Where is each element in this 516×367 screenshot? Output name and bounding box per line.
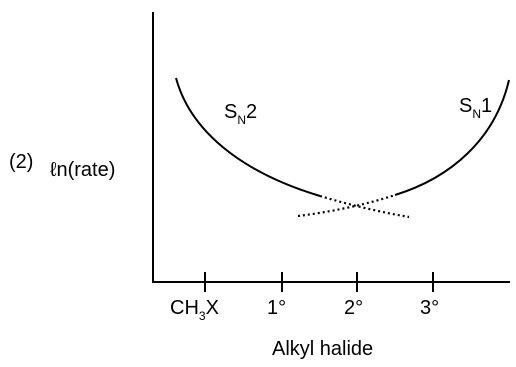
x-tick-label-ch3x: CH3X [170, 297, 219, 323]
sn2-label: SN2 [224, 101, 257, 127]
sn2-curve-solid [175, 77, 321, 197]
sn1-curve-dotted [297, 193, 396, 218]
question-number: (2) [9, 151, 33, 173]
x-tick-label-primary: 1° [267, 297, 286, 319]
y-axis-label: ℓn(rate) [50, 159, 115, 181]
sn1-label: SN1 [459, 95, 492, 121]
x-axis-label: Alkyl halide [272, 338, 373, 360]
x-tick-label-tertiary: 3° [420, 297, 439, 319]
sn2-curve-dotted [319, 194, 410, 219]
sn1-curve-solid [394, 79, 510, 196]
x-tick-label-secondary: 2° [344, 297, 363, 319]
